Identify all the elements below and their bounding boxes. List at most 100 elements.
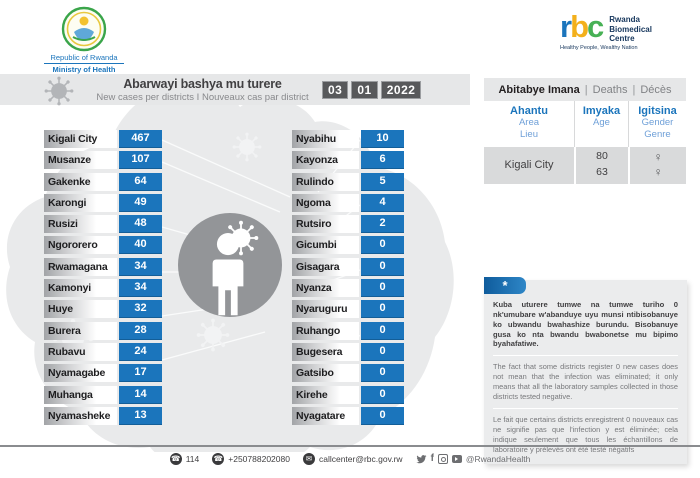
district-row: Musanze 107 [44, 151, 162, 170]
district-row: Burera 28 [44, 321, 162, 340]
district-name: Rulindo [292, 172, 359, 191]
column-header-gender: Igitsina Gender Genre [628, 101, 686, 147]
email-contact[interactable]: ✉ callcenter@rbc.gov.rw [302, 453, 403, 465]
district-name: Nyagatare [292, 406, 359, 425]
district-row: Ngoma 4 [292, 193, 404, 212]
district-name: Ruhango [292, 321, 359, 340]
deaths-title-english: Deaths [592, 83, 628, 96]
district-row: Nyabihu 10 [292, 130, 404, 148]
district-new-cases-value: 0 [361, 300, 404, 319]
district-new-cases-value: 28 [119, 321, 162, 340]
district-name: Muhanga [44, 385, 117, 404]
rbc-tagline: Healthy People, Wealthy Nation [560, 44, 638, 51]
district-new-cases-value: 34 [119, 257, 162, 276]
report-date: 03 01 2022 [322, 81, 422, 99]
district-row: Huye 32 [44, 300, 162, 319]
footer-contacts: ☎ 114 ☎ +250788202080 ✉ callcenter@rbc.g… [0, 453, 700, 465]
district-name: Karongi [44, 193, 117, 212]
note-divider [493, 355, 678, 357]
column-header-age: Imyaka Age [574, 101, 628, 147]
phone-number: +250788202080 [228, 454, 290, 464]
virus-decoration-icon [232, 132, 262, 162]
district-row: Bugesera 0 [292, 342, 404, 361]
youtube-icon[interactable] [451, 455, 462, 463]
hotline-contact: ☎ 114 [169, 453, 200, 465]
district-name: Gisagara [292, 257, 359, 276]
district-new-cases-value: 0 [361, 279, 404, 298]
social-handle: @RwandaHealth [465, 454, 531, 464]
death-genders: ♀ ♀ [628, 146, 686, 184]
ministry-of-health-logo: Republic of Rwanda Ministry of Health [34, 6, 134, 74]
district-new-cases-value: 6 [361, 151, 404, 170]
district-row: Nyamagabe 17 [44, 364, 162, 383]
phone-contact: ☎ +250788202080 [212, 453, 290, 465]
district-row: Kigali City 467 [44, 130, 162, 148]
district-row: Rwamagana 34 [44, 257, 162, 276]
deaths-title-kinyarwanda: Abitabye Imana [498, 83, 580, 96]
deaths-header: Abitabye Imana | Deaths | Décès [484, 78, 686, 101]
deaths-table: Ahantu Area Lieu Imyaka Age Igitsina Gen… [484, 101, 686, 184]
hotline-number: 114 [185, 454, 200, 464]
district-name: Nyamasheke [44, 406, 117, 425]
district-new-cases-value: 467 [119, 130, 162, 148]
twitter-icon[interactable] [415, 454, 427, 464]
district-new-cases-value: 0 [361, 406, 404, 425]
district-row: Nyamasheke 13 [44, 406, 162, 425]
virus-decoration-icon [196, 318, 230, 352]
district-row: Karongi 49 [44, 193, 162, 212]
district-name: Rutsiro [292, 215, 359, 234]
district-new-cases-value: 0 [361, 364, 404, 383]
republic-of-rwanda-label: Republic of Rwanda [50, 53, 118, 62]
district-new-cases-value: 0 [361, 385, 404, 404]
phone-icon: ☎ [169, 453, 182, 465]
district-name: Kigali City [44, 130, 117, 148]
district-new-cases-value: 64 [119, 172, 162, 191]
female-icon: ♀ [653, 165, 663, 180]
district-name: Musanze [44, 151, 117, 170]
email-address: callcenter@rbc.gov.rw [318, 454, 403, 464]
district-row: Gicumbi 0 [292, 236, 404, 255]
asterisk-icon: * [484, 277, 526, 294]
district-name: Gicumbi [292, 236, 359, 255]
district-new-cases-value: 0 [361, 342, 404, 361]
district-column-right: Nyabihu 10 Kayonza 6 Rulindo 5 Ngoma 4 Rutsiro 2 G… [292, 130, 404, 428]
district-new-cases-value: 34 [119, 279, 162, 298]
death-ages: 80 63 [574, 146, 628, 184]
district-row: Kayonza 6 [292, 151, 404, 170]
district-row: Rulindo 5 [292, 172, 404, 191]
district-name: Rusizi [44, 215, 117, 234]
title-translation: New cases per districts I Nouveaux cas p… [96, 92, 309, 103]
district-new-cases-value: 2 [361, 215, 404, 234]
separator: | [632, 83, 636, 96]
note-kinyarwanda: Kuba uturere tumwe na tumwe turiho 0 nk'… [493, 300, 678, 349]
instagram-icon[interactable] [437, 454, 448, 464]
death-area: Kigali City [504, 159, 554, 172]
zero-cases-note: * Kuba uturere tumwe na tumwe turiho 0 n… [484, 277, 687, 465]
page-title: Abarwayi bashya mu turere New cases per … [95, 77, 310, 103]
district-row: Nyaruguru 0 [292, 300, 404, 319]
district-new-cases-value: 0 [361, 236, 404, 255]
deaths-table-header: Ahantu Area Lieu Imyaka Age Igitsina Gen… [484, 101, 686, 147]
facebook-icon[interactable]: f [430, 453, 434, 464]
rbc-name: Rwanda Biomedical Centre [609, 15, 652, 44]
virus-icon [44, 76, 74, 106]
district-new-cases-value: 14 [119, 385, 162, 404]
district-name: Kayonza [292, 151, 359, 170]
social-media: f @RwandaHealth [415, 453, 531, 464]
district-row: Gakenke 64 [44, 172, 162, 191]
district-new-cases-value: 48 [119, 215, 162, 234]
separator: | [584, 83, 588, 96]
district-new-cases-value: 0 [361, 257, 404, 276]
district-name: Nyaruguru [292, 300, 359, 319]
district-name: Ngoma [292, 193, 359, 212]
district-row: Gisagara 0 [292, 257, 404, 276]
date-month: 01 [351, 81, 378, 99]
district-row: Rusizi 48 [44, 215, 162, 234]
district-row: Kirehe 0 [292, 385, 404, 404]
district-name: Rwamagana [44, 257, 117, 276]
district-name: Huye [44, 300, 117, 319]
ministry-of-health-label: Ministry of Health [52, 65, 116, 74]
note-divider [493, 408, 678, 410]
district-name: Burera [44, 321, 117, 340]
